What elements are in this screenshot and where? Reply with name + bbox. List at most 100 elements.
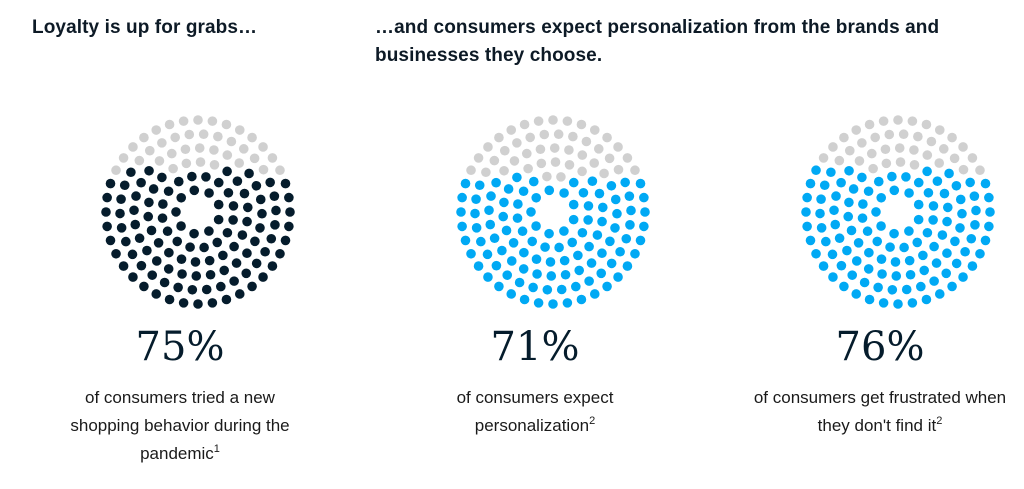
filled-dot <box>889 228 899 239</box>
filled-dot <box>876 192 887 203</box>
filled-dot <box>828 272 838 282</box>
filled-dot <box>975 248 985 259</box>
filled-dot <box>922 227 933 238</box>
filled-dot <box>586 258 597 268</box>
empty-dot <box>144 145 155 156</box>
footnote-marker: 1 <box>213 443 220 455</box>
filled-dot <box>131 191 141 201</box>
filled-dot <box>266 233 277 244</box>
filled-dot <box>115 208 125 219</box>
filled-dot <box>899 242 909 253</box>
filled-dot <box>950 236 960 247</box>
filled-dot <box>242 248 252 259</box>
empty-dot <box>893 115 903 125</box>
filled-dot <box>494 281 504 292</box>
filled-dot <box>851 289 862 299</box>
filled-dot <box>584 276 594 286</box>
filled-dot <box>818 261 829 271</box>
filled-dot <box>498 211 509 222</box>
filled-dot <box>144 165 154 176</box>
filled-dot <box>222 227 233 238</box>
filled-dot <box>250 236 260 247</box>
filled-dot <box>244 168 254 179</box>
filled-dot <box>204 255 215 266</box>
filled-dot <box>834 233 845 244</box>
empty-dot <box>494 132 504 143</box>
filled-dot <box>929 276 939 286</box>
filled-dot <box>146 225 157 236</box>
empty-dot <box>630 165 640 176</box>
filled-dot <box>960 246 970 257</box>
empty-dot <box>613 142 623 152</box>
filled-dot <box>545 257 556 267</box>
filled-dot <box>584 241 594 252</box>
empty-dot <box>157 138 167 148</box>
empty-dot <box>564 145 574 155</box>
filled-dot <box>610 194 621 205</box>
filled-dot <box>191 271 202 281</box>
filled-dot <box>258 272 268 282</box>
filled-dot <box>187 284 198 295</box>
empty-dot <box>184 129 195 140</box>
filled-dot <box>562 298 573 308</box>
filled-dot <box>931 258 942 268</box>
empty-dot <box>533 116 544 126</box>
filled-dot <box>280 178 291 189</box>
filled-dot <box>163 186 174 197</box>
filled-dot <box>499 197 509 208</box>
empty-dot <box>593 144 604 154</box>
empty-dot <box>866 148 877 159</box>
filled-dot <box>913 199 924 210</box>
filled-dot <box>639 221 649 232</box>
empty-dot <box>857 138 867 148</box>
filled-dot <box>811 165 821 176</box>
filled-dot <box>237 230 248 240</box>
filled-dot <box>844 165 854 176</box>
filled-dot <box>285 207 295 217</box>
filled-dot <box>635 178 646 189</box>
filled-dot <box>984 221 994 232</box>
filled-dot <box>513 199 523 209</box>
empty-dot <box>934 125 945 135</box>
filled-dot <box>857 213 868 223</box>
filled-dot <box>877 269 887 279</box>
filled-dot <box>471 194 481 204</box>
filled-dot <box>470 208 480 219</box>
filled-dot <box>801 207 811 217</box>
filled-dot <box>802 192 812 203</box>
filled-dot <box>151 256 162 266</box>
empty-dot <box>975 165 985 176</box>
empty-dot <box>166 148 177 159</box>
footnote-marker: 2 <box>936 415 943 427</box>
stat-description-text: of consumers tried a new shopping behavi… <box>70 388 290 463</box>
filled-dot <box>873 176 884 187</box>
empty-dot <box>926 136 937 147</box>
empty-dot <box>234 125 245 135</box>
stat-description: of consumers get frustrated when they do… <box>750 384 1010 440</box>
filled-dot <box>213 177 224 188</box>
empty-dot <box>878 116 889 126</box>
filled-dot <box>116 223 127 233</box>
filled-dot <box>846 225 857 236</box>
filled-dot <box>583 201 594 211</box>
filled-dot <box>589 289 600 299</box>
filled-dot <box>912 237 923 248</box>
filled-dot <box>158 199 168 209</box>
filled-dot <box>889 185 900 196</box>
empty-dot <box>907 116 918 126</box>
filled-dot <box>187 171 197 182</box>
filled-dot <box>819 180 830 191</box>
filled-dot <box>228 201 239 211</box>
filled-dot <box>531 254 542 264</box>
filled-dot <box>517 226 528 237</box>
filled-dot <box>901 172 911 182</box>
empty-dot <box>844 145 855 156</box>
filled-dot <box>143 211 154 222</box>
filled-dot <box>189 185 200 196</box>
filled-dot <box>821 236 831 247</box>
filled-dot <box>232 176 243 186</box>
filled-dot <box>965 177 975 188</box>
filled-dot <box>128 272 138 282</box>
filled-dot <box>148 184 159 194</box>
empty-dot <box>921 119 932 130</box>
